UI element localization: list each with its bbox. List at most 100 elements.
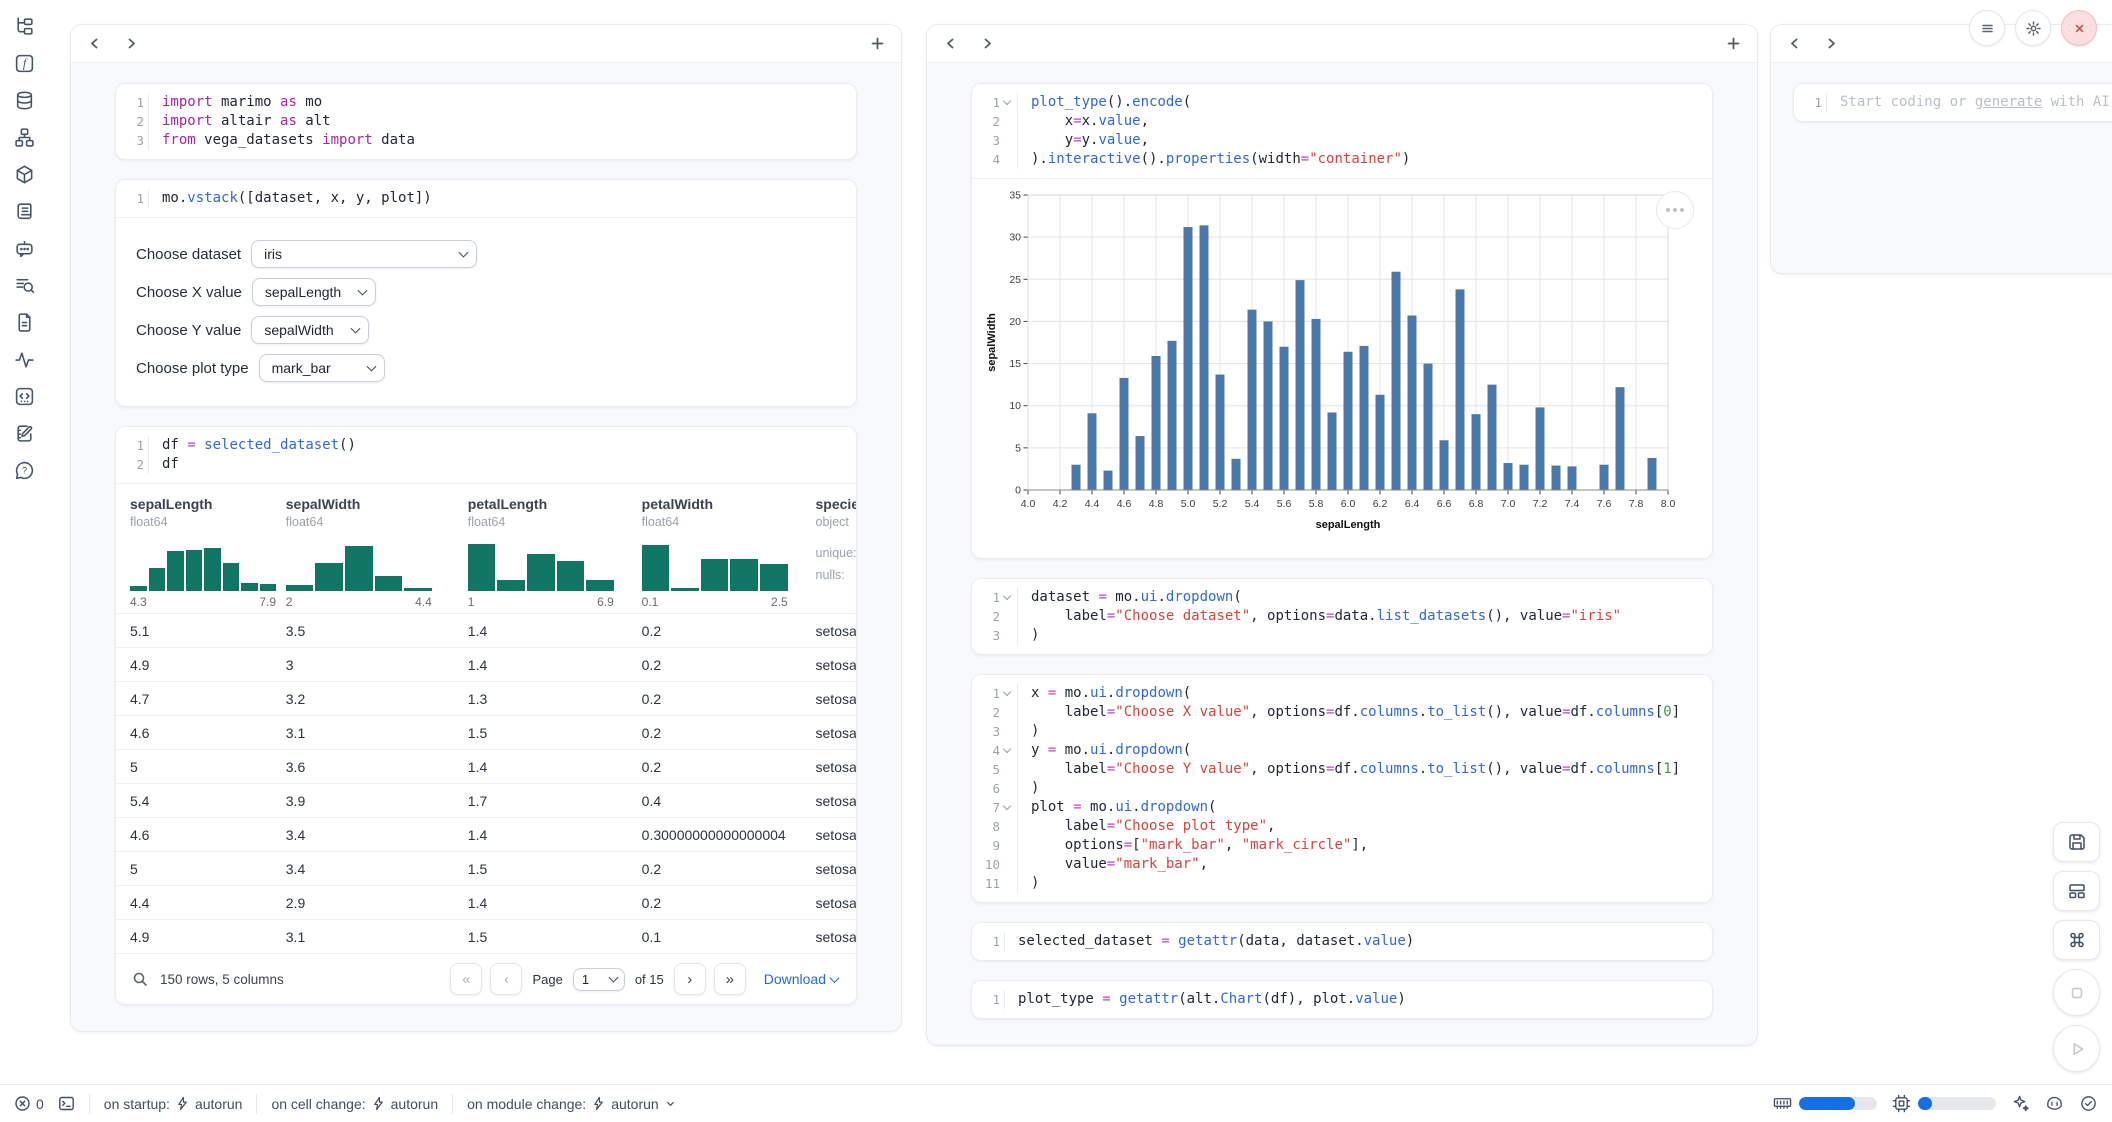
dropdown-select[interactable]: sepalWidth — [251, 316, 369, 344]
column-header[interactable]: sepalLengthfloat644.37.9 — [116, 484, 286, 614]
column-prev-button[interactable] — [88, 37, 101, 50]
code-cell-imports: 123 import marimo as moimport altair as … — [115, 83, 857, 160]
memory-usage[interactable] — [1773, 1094, 1877, 1113]
add-cell-button[interactable] — [871, 37, 884, 50]
line-numbers: 1 — [972, 932, 1005, 951]
code-editor[interactable]: dataset = mo.ui.dropdown( label="Choose … — [1018, 588, 1712, 645]
table-row[interactable]: 5.13.51.40.2setosa — [116, 614, 856, 648]
table-row[interactable]: 4.63.11.50.2setosa — [116, 716, 856, 750]
column-header[interactable]: sepalWidthfloat6424.4 — [286, 484, 468, 614]
code-editor[interactable]: selected_dataset = getattr(data, dataset… — [1005, 932, 1712, 951]
add-cell-button[interactable] — [1727, 37, 1740, 50]
page-select[interactable]: 1 — [573, 968, 625, 991]
connection-status-button[interactable] — [2079, 1094, 2098, 1113]
fold-marker[interactable] — [1000, 744, 1013, 757]
column-next-button[interactable] — [981, 37, 994, 50]
page-label: Page — [532, 972, 562, 987]
dropdown-select[interactable]: sepalLength — [252, 278, 376, 306]
code-editor[interactable]: df = selected_dataset()df — [149, 436, 856, 474]
table-row[interactable]: 4.73.21.30.2setosa — [116, 682, 856, 716]
file-tree-icon[interactable] — [13, 15, 35, 37]
logs-scroll-icon[interactable] — [13, 200, 35, 222]
dependency-graph-icon[interactable] — [13, 126, 35, 148]
svg-text:20: 20 — [1009, 316, 1021, 328]
fold-marker[interactable] — [1000, 96, 1013, 109]
svg-text:4.2: 4.2 — [1053, 498, 1068, 510]
copilot-button[interactable] — [2045, 1094, 2064, 1113]
function-square-icon[interactable]: f — [13, 52, 35, 74]
fold-marker[interactable] — [1000, 725, 1013, 738]
table-row[interactable]: 4.63.41.40.30000000000000004setosa — [116, 818, 856, 852]
close-button[interactable] — [2061, 10, 2097, 46]
table-row[interactable]: 4.931.40.2setosa — [116, 648, 856, 682]
code-editor[interactable]: x = mo.ui.dropdown( label="Choose X valu… — [1018, 684, 1712, 893]
fold-marker[interactable] — [1000, 858, 1013, 871]
fold-marker[interactable] — [1000, 782, 1013, 795]
help-question-icon[interactable]: ? — [13, 459, 35, 481]
save-button[interactable] — [2053, 822, 2100, 862]
table-row[interactable]: 4.42.91.40.2setosa — [116, 886, 856, 920]
altair-chart[interactable]: 4.04.24.44.64.85.05.25.45.65.86.06.26.46… — [984, 187, 1684, 539]
errors-indicator[interactable]: 0 — [14, 1095, 44, 1112]
fold-marker[interactable] — [1000, 591, 1013, 604]
chart-options-button[interactable] — [1656, 191, 1694, 229]
database-icon[interactable] — [13, 89, 35, 111]
fold-marker[interactable] — [1000, 763, 1013, 776]
download-button[interactable]: Download — [764, 971, 838, 987]
fold-marker[interactable] — [1000, 839, 1013, 852]
table-row[interactable]: 53.61.40.2setosa — [116, 750, 856, 784]
code-editor[interactable]: import marimo as moimport altair as altf… — [149, 93, 856, 150]
layout-button[interactable] — [2053, 871, 2100, 911]
document-icon[interactable] — [13, 311, 35, 333]
settings-gear-button[interactable] — [2015, 10, 2051, 46]
code-editor-placeholder[interactable]: Start coding or generate with AI — [1827, 93, 2112, 112]
notebook-pen-icon[interactable] — [13, 422, 35, 444]
package-icon[interactable] — [13, 163, 35, 185]
tracing-activity-icon[interactable] — [13, 348, 35, 370]
column-prev-button[interactable] — [1788, 37, 1801, 50]
fold-marker[interactable] — [1000, 877, 1013, 890]
table-row[interactable]: 5.43.91.70.4setosa — [116, 784, 856, 818]
command-palette-button[interactable] — [2053, 920, 2100, 960]
table-row[interactable]: 4.93.11.50.1setosa — [116, 920, 856, 954]
fold-marker[interactable] — [1000, 610, 1013, 623]
column-header[interactable]: petalWidthfloat640.12.5 — [642, 484, 816, 614]
fold-marker[interactable] — [1000, 115, 1013, 128]
fold-marker[interactable] — [1000, 629, 1013, 642]
chat-bot-icon[interactable] — [13, 237, 35, 259]
stop-button[interactable] — [2053, 969, 2100, 1016]
search-icon[interactable] — [132, 971, 148, 987]
fold-marker[interactable] — [1000, 801, 1013, 814]
fold-marker[interactable] — [1000, 706, 1013, 719]
code-editor[interactable]: plot_type().encode( x=x.value, y=y.value… — [1018, 93, 1712, 169]
scratchpad-search-icon[interactable] — [13, 274, 35, 296]
snippets-code-icon[interactable] — [13, 385, 35, 407]
dropdown-select[interactable]: mark_bar — [259, 354, 385, 382]
code-editor[interactable]: mo.vstack([dataset, x, y, plot]) — [149, 189, 856, 208]
code-cell-vstack: 1 mo.vstack([dataset, x, y, plot]) Choos… — [115, 179, 857, 407]
prev-page-button[interactable]: ‹ — [490, 963, 522, 995]
terminal-button[interactable] — [58, 1095, 75, 1112]
column-header[interactable]: petalLengthfloat6416.9 — [468, 484, 642, 614]
run-button[interactable] — [2053, 1025, 2100, 1072]
run-setting[interactable]: on startup:autorun — [90, 1096, 257, 1112]
column-prev-button[interactable] — [944, 37, 957, 50]
table-row[interactable]: 53.41.50.2setosa — [116, 852, 856, 886]
fold-marker[interactable] — [1000, 687, 1013, 700]
run-setting[interactable]: on cell change:autorun — [257, 1096, 452, 1112]
last-page-button[interactable]: » — [714, 963, 746, 995]
column-next-button[interactable] — [1825, 37, 1838, 50]
menu-button[interactable] — [1969, 10, 2005, 46]
run-setting[interactable]: on module change:autorun — [453, 1096, 690, 1112]
next-page-button[interactable]: › — [674, 963, 706, 995]
dropdown-select[interactable]: iris — [251, 240, 477, 268]
fold-marker[interactable] — [1000, 153, 1013, 166]
first-page-button[interactable]: « — [450, 963, 482, 995]
column-next-button[interactable] — [125, 37, 138, 50]
column-header[interactable]: speciesobjectunique:nulls: — [816, 484, 856, 614]
fold-marker[interactable] — [1000, 134, 1013, 147]
ai-sparkles-button[interactable] — [2011, 1094, 2030, 1113]
fold-marker[interactable] — [1000, 820, 1013, 833]
cpu-usage[interactable] — [1892, 1094, 1996, 1113]
code-editor[interactable]: plot_type = getattr(alt.Chart(df), plot.… — [1005, 990, 1712, 1009]
